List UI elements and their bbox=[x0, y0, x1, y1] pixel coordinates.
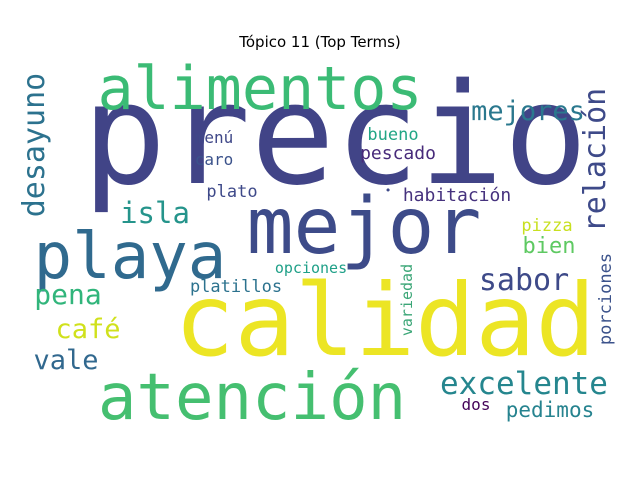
word-dos: dos bbox=[462, 395, 491, 414]
word-plato: plato bbox=[206, 182, 257, 202]
word-platillos: platillos bbox=[190, 277, 282, 297]
word-pescado: pescado bbox=[360, 143, 436, 164]
word-relación: relación bbox=[578, 88, 613, 233]
word-isla: isla bbox=[120, 196, 190, 230]
word-porciones: porciones bbox=[596, 253, 616, 345]
word-sabor: sabor bbox=[479, 263, 569, 298]
word-pizza: pizza bbox=[521, 216, 572, 236]
word-bien: bien bbox=[523, 234, 576, 259]
word-pena: pena bbox=[34, 278, 101, 311]
word-playa: playa bbox=[34, 220, 227, 294]
word-variedad: variedad bbox=[398, 264, 416, 336]
word-pedimos: pedimos bbox=[506, 398, 595, 422]
word-caro: caro bbox=[195, 150, 234, 169]
word-café: café bbox=[55, 314, 120, 345]
word-atención: atención bbox=[98, 361, 406, 435]
word-calidad: calidad bbox=[174, 262, 595, 379]
word-mejor: mejor bbox=[247, 182, 482, 272]
word-menú: menú bbox=[195, 128, 234, 147]
word-desayuno: desayuno bbox=[17, 73, 52, 218]
word-habitación: habitación bbox=[403, 185, 511, 206]
word-excelente: excelente bbox=[440, 366, 608, 402]
word-vale: vale bbox=[33, 345, 98, 376]
word-mejores: mejores bbox=[471, 96, 585, 127]
word-bueno: bueno bbox=[367, 125, 418, 145]
figure-title: Tópico 11 (Top Terms) bbox=[239, 33, 401, 51]
word-opciones: opciones bbox=[275, 259, 347, 277]
word-precio: precio bbox=[82, 54, 588, 217]
word-dot: • bbox=[385, 184, 392, 197]
word-alimentos: alimentos bbox=[97, 54, 422, 124]
